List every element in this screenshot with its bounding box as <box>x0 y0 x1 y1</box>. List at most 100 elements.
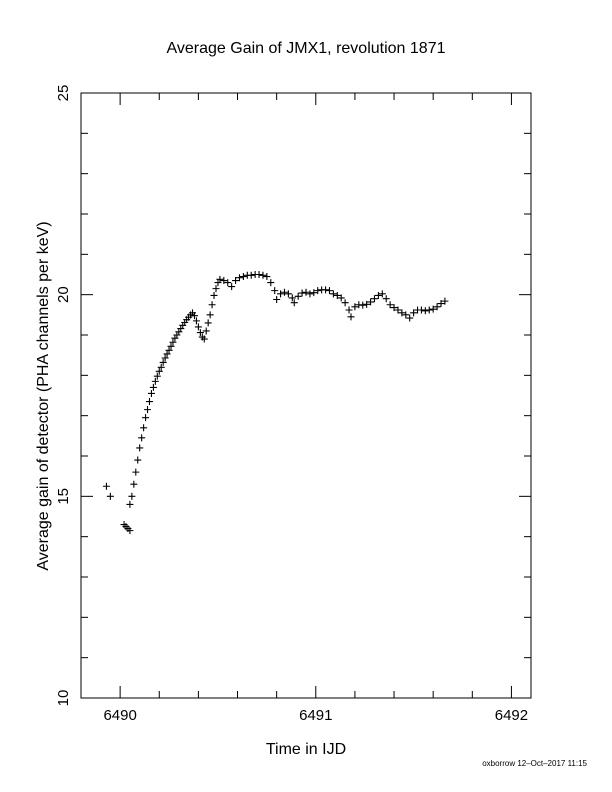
data-point <box>290 299 298 307</box>
data-point <box>302 288 310 296</box>
data-point <box>212 285 220 293</box>
data-point <box>220 277 228 285</box>
data-point <box>314 287 322 295</box>
data-point <box>155 367 163 375</box>
data-point <box>192 317 200 325</box>
data-point <box>273 296 281 304</box>
data-point <box>288 294 296 302</box>
data-point <box>228 283 236 291</box>
data-point <box>142 414 150 422</box>
data-point <box>126 500 134 508</box>
data-point <box>410 309 418 317</box>
data-point <box>136 444 144 452</box>
data-point <box>386 301 394 309</box>
data-point <box>382 295 390 303</box>
data-point <box>159 358 167 366</box>
axes: 6490 6491 6492 10 15 20 25 <box>55 85 531 724</box>
data-point <box>370 295 378 303</box>
data-point <box>345 306 353 314</box>
data-point <box>341 299 349 307</box>
data-point <box>161 354 169 362</box>
data-point <box>284 290 292 298</box>
data-point <box>398 309 406 317</box>
data-point <box>106 492 114 500</box>
y-tick-label: 25 <box>55 85 72 102</box>
data-point <box>145 398 153 406</box>
data-point <box>263 273 271 281</box>
data-point <box>255 271 263 278</box>
data-point <box>153 372 161 380</box>
data-point <box>310 289 318 297</box>
data-points <box>102 271 449 535</box>
data-point <box>390 304 398 312</box>
data-point <box>102 482 110 490</box>
data-point <box>394 306 402 314</box>
data-point <box>277 290 285 298</box>
data-point <box>149 383 157 391</box>
data-point <box>128 492 136 500</box>
data-point <box>378 290 386 298</box>
data-point <box>151 377 159 385</box>
data-point <box>126 527 134 535</box>
data-point <box>163 350 171 358</box>
y-tick-label: 20 <box>55 286 72 303</box>
data-point <box>280 288 288 296</box>
data-point <box>329 290 337 298</box>
data-point <box>322 286 330 294</box>
x-axis-label: Time in IJD <box>266 741 346 758</box>
data-point <box>325 287 333 295</box>
y-axis-label: Average gain of detector (PHA channels p… <box>35 221 52 570</box>
data-point <box>294 292 302 300</box>
data-point <box>134 456 142 464</box>
plot-frame <box>80 92 532 699</box>
data-point <box>437 300 445 308</box>
data-point <box>140 424 148 432</box>
data-point <box>429 305 437 313</box>
data-point <box>208 301 216 309</box>
data-point <box>363 300 371 308</box>
data-point <box>247 271 255 279</box>
data-point <box>402 311 410 319</box>
chart-title: Average Gain of JMX1, revolution 1871 <box>167 40 446 57</box>
data-point <box>347 313 355 321</box>
data-point <box>200 335 208 343</box>
data-point <box>267 279 275 287</box>
data-point <box>167 342 175 350</box>
data-point <box>333 291 341 299</box>
data-point <box>206 311 214 319</box>
data-point <box>190 312 198 320</box>
x-tick-label: 6490 <box>103 707 136 724</box>
data-point <box>232 277 240 285</box>
data-point <box>337 294 345 302</box>
data-point <box>259 271 267 279</box>
x-tick-label: 6492 <box>495 707 528 724</box>
data-point <box>239 273 247 281</box>
y-tick-label: 10 <box>55 690 72 707</box>
data-point <box>441 297 449 305</box>
data-point <box>417 306 425 314</box>
data-point <box>196 329 204 337</box>
data-point <box>374 291 382 299</box>
data-point <box>306 290 314 298</box>
data-point <box>210 291 218 299</box>
data-point <box>194 323 202 331</box>
data-point <box>130 480 138 488</box>
data-point <box>224 279 232 287</box>
data-point <box>132 468 140 476</box>
footer-credit: oxborrow 12–Oct–2017 11:15 <box>482 759 587 768</box>
data-point <box>359 301 367 309</box>
data-point <box>216 275 224 283</box>
data-point <box>202 327 210 335</box>
data-point <box>235 274 243 282</box>
data-point <box>138 434 146 442</box>
data-point <box>351 303 359 311</box>
data-point <box>425 306 433 314</box>
data-point <box>165 346 173 354</box>
data-point <box>421 307 429 315</box>
data-point <box>271 287 279 295</box>
data-point <box>204 319 212 327</box>
data-point <box>433 303 441 311</box>
data-point <box>169 338 177 346</box>
data-point <box>406 314 414 322</box>
